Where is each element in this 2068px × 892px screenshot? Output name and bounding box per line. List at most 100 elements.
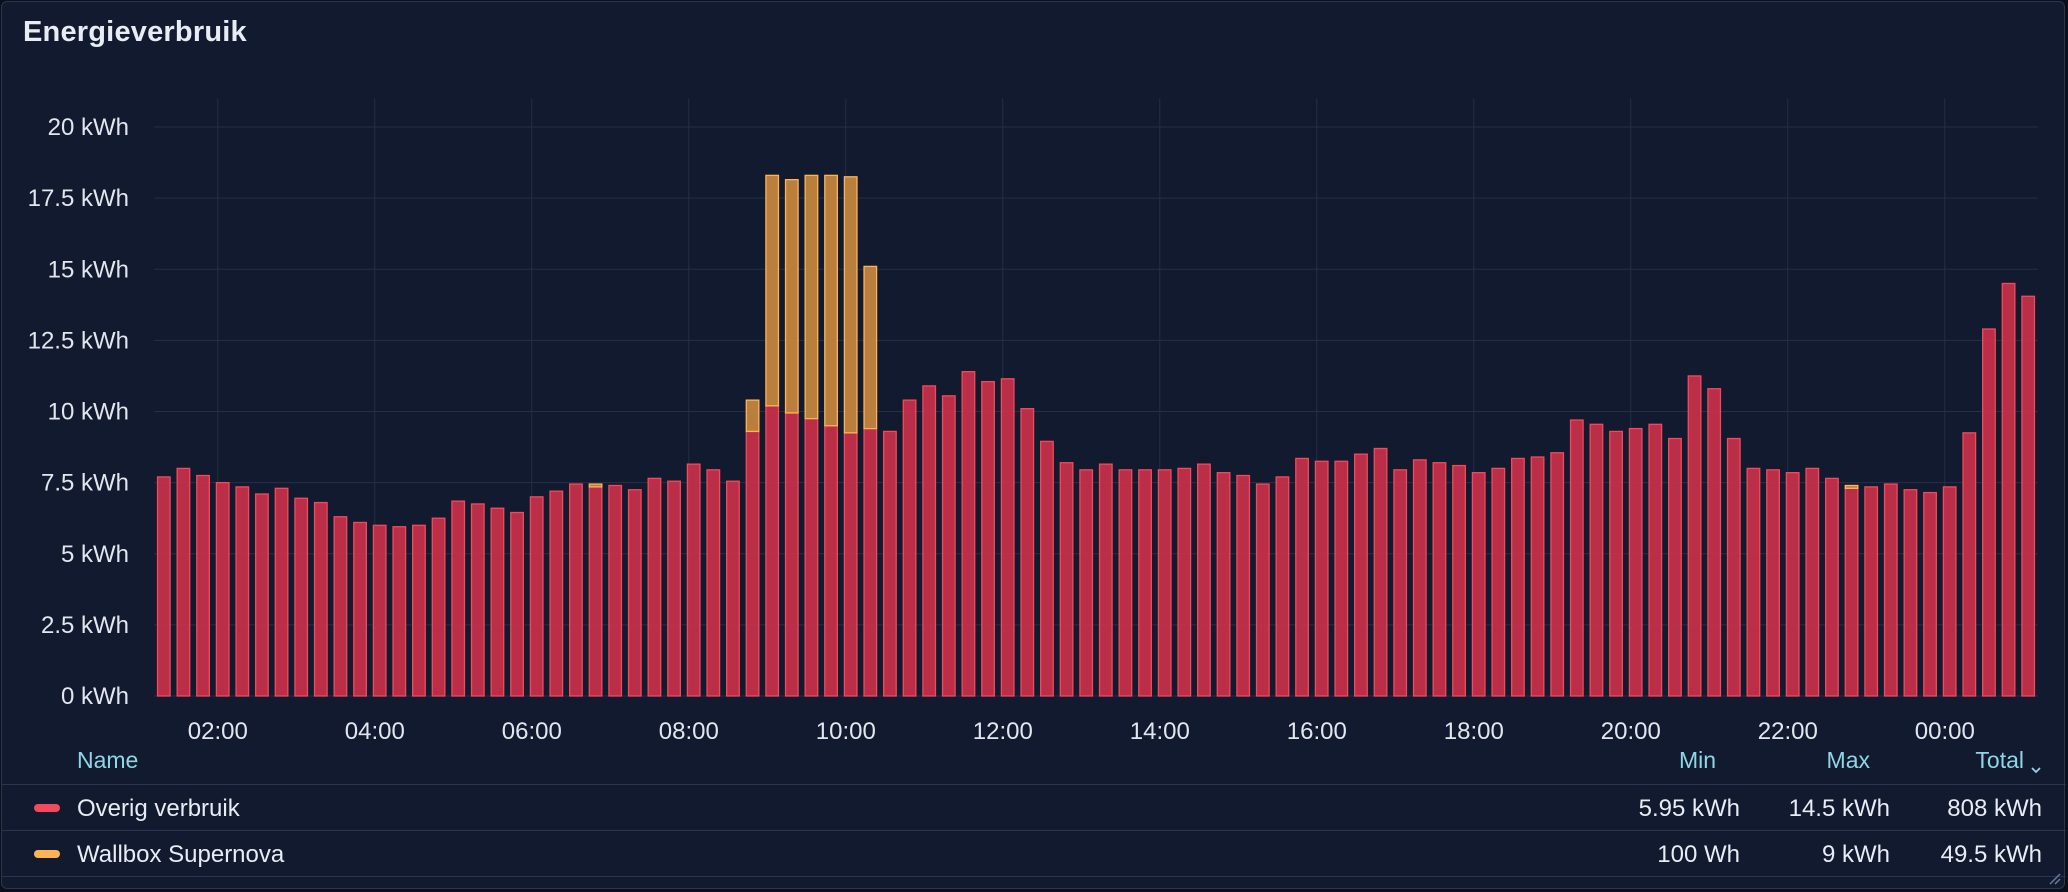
bar-overig-verbruik[interactable]: [1000, 378, 1015, 697]
bar-overig-verbruik[interactable]: [1275, 476, 1290, 697]
bar-overig-verbruik[interactable]: [1864, 486, 1879, 697]
bar-overig-verbruik[interactable]: [1766, 469, 1780, 697]
bar-overig-verbruik[interactable]: [313, 501, 328, 697]
bar-overig-verbruik[interactable]: [431, 517, 446, 697]
bar-overig-verbruik[interactable]: [1785, 472, 1800, 697]
bar-overig-verbruik[interactable]: [1177, 467, 1192, 697]
bar-overig-verbruik[interactable]: [2001, 282, 2016, 697]
bar-wallbox-supernova[interactable]: [745, 399, 760, 433]
bar-overig-verbruik[interactable]: [608, 484, 623, 697]
bar-overig-verbruik[interactable]: [1805, 467, 1820, 697]
bar-overig-verbruik[interactable]: [1040, 440, 1054, 697]
bar-overig-verbruik[interactable]: [235, 486, 250, 697]
bar-overig-verbruik[interactable]: [745, 430, 760, 697]
bar-overig-verbruik[interactable]: [1020, 408, 1035, 697]
bar-overig-verbruik[interactable]: [1197, 463, 1211, 697]
bar-overig-verbruik[interactable]: [1079, 469, 1094, 697]
bar-overig-verbruik[interactable]: [1942, 486, 1957, 697]
bar-overig-verbruik[interactable]: [1354, 453, 1368, 697]
bar-wallbox-supernova[interactable]: [863, 265, 878, 430]
chevron-down-icon[interactable]: [2030, 754, 2042, 781]
bar-overig-verbruik[interactable]: [294, 497, 309, 697]
bar-overig-verbruik[interactable]: [1511, 457, 1525, 697]
bar-overig-verbruik[interactable]: [1903, 489, 1918, 697]
bar-overig-verbruik[interactable]: [1726, 437, 1741, 697]
bar-overig-verbruik[interactable]: [1609, 430, 1623, 697]
bar-overig-verbruik[interactable]: [372, 524, 387, 697]
bar-overig-verbruik[interactable]: [569, 483, 583, 697]
bar-overig-verbruik[interactable]: [824, 425, 838, 697]
bar-overig-verbruik[interactable]: [1825, 477, 1839, 697]
bar-overig-verbruik[interactable]: [1648, 423, 1663, 697]
bar-overig-verbruik[interactable]: [1157, 469, 1172, 697]
legend-series-name[interactable]: Overig verbruik: [77, 795, 240, 822]
bar-overig-verbruik[interactable]: [686, 463, 701, 697]
bar-overig-verbruik[interactable]: [490, 507, 505, 697]
bar-overig-verbruik[interactable]: [1059, 462, 1074, 697]
bar-overig-verbruik[interactable]: [1452, 464, 1466, 697]
bar-overig-verbruik[interactable]: [1255, 483, 1270, 697]
energy-bar-chart[interactable]: 0 kWh 2.5 kWh 5 kWh 7.5 kWh 10 kWh 12.5 kWh 15…: [2, 2, 2066, 742]
bar-overig-verbruik[interactable]: [627, 489, 642, 697]
bar-overig-verbruik[interactable]: [1295, 457, 1309, 697]
bar-overig-verbruik[interactable]: [451, 500, 466, 697]
bar-overig-verbruik[interactable]: [1530, 456, 1545, 697]
bar-overig-verbruik[interactable]: [1334, 460, 1349, 697]
legend-row-overig[interactable]: Overig verbruik 5.95 kWh 14.5 kWh 808 kW…: [2, 784, 2066, 830]
bar-overig-verbruik[interactable]: [1314, 460, 1329, 697]
bar-overig-verbruik[interactable]: [1687, 375, 1702, 697]
bar-overig-verbruik[interactable]: [1746, 467, 1761, 697]
bar-overig-verbruik[interactable]: [255, 493, 269, 697]
bar-overig-verbruik[interactable]: [196, 474, 210, 697]
bar-overig-verbruik[interactable]: [274, 487, 289, 697]
resize-handle-icon[interactable]: [2047, 871, 2061, 885]
bar-wallbox-supernova[interactable]: [843, 176, 858, 434]
legend-row-wallbox[interactable]: Wallbox Supernova 100 Wh 9 kWh 49.5 kWh: [2, 830, 2066, 877]
bar-wallbox-supernova[interactable]: [804, 174, 819, 420]
bar-overig-verbruik[interactable]: [1923, 491, 1937, 697]
bar-overig-verbruik[interactable]: [1982, 328, 1996, 697]
bar-overig-verbruik[interactable]: [1569, 419, 1584, 697]
bar-overig-verbruik[interactable]: [1432, 462, 1447, 697]
bar-overig-verbruik[interactable]: [1962, 432, 1977, 697]
bar-overig-verbruik[interactable]: [784, 412, 799, 697]
bar-overig-verbruik[interactable]: [549, 490, 564, 697]
bar-overig-verbruik[interactable]: [529, 496, 544, 697]
bar-overig-verbruik[interactable]: [1550, 452, 1565, 697]
bar-overig-verbruik[interactable]: [726, 480, 740, 697]
bar-overig-verbruik[interactable]: [1628, 427, 1643, 697]
bar-overig-verbruik[interactable]: [765, 405, 780, 697]
bar-overig-verbruik[interactable]: [470, 503, 485, 697]
legend-header-min[interactable]: Min: [1678, 747, 1716, 773]
bar-overig-verbruik[interactable]: [1118, 469, 1133, 697]
bar-overig-verbruik[interactable]: [156, 476, 171, 697]
bar-overig-verbruik[interactable]: [1098, 463, 1113, 697]
bar-overig-verbruik[interactable]: [1883, 483, 1898, 697]
bar-overig-verbruik[interactable]: [804, 417, 819, 697]
bar-wallbox-supernova[interactable]: [824, 174, 838, 427]
legend-header-total[interactable]: Total: [1975, 747, 2024, 773]
bar-overig-verbruik[interactable]: [902, 399, 917, 697]
bar-wallbox-supernova[interactable]: [784, 178, 799, 414]
bar-overig-verbruik[interactable]: [863, 427, 878, 697]
bar-overig-verbruik[interactable]: [333, 516, 348, 697]
bar-overig-verbruik[interactable]: [412, 524, 426, 697]
bar-overig-verbruik[interactable]: [883, 430, 897, 697]
bar-overig-verbruik[interactable]: [588, 486, 603, 697]
bar-overig-verbruik[interactable]: [215, 481, 230, 697]
bar-overig-verbruik[interactable]: [392, 526, 407, 697]
bar-overig-verbruik[interactable]: [1491, 467, 1506, 697]
bar-overig-verbruik[interactable]: [2021, 295, 2036, 697]
bar-overig-verbruik[interactable]: [510, 511, 524, 697]
bar-overig-verbruik[interactable]: [981, 380, 995, 697]
chart-bars[interactable]: [156, 174, 2036, 697]
bar-overig-verbruik[interactable]: [1216, 472, 1231, 697]
bar-overig-verbruik[interactable]: [706, 469, 721, 697]
bar-overig-verbruik[interactable]: [1589, 423, 1604, 697]
bar-overig-verbruik[interactable]: [843, 432, 858, 697]
bar-overig-verbruik[interactable]: [1412, 459, 1427, 697]
bar-overig-verbruik[interactable]: [1393, 469, 1408, 697]
bar-overig-verbruik[interactable]: [1471, 472, 1486, 697]
bar-wallbox-supernova[interactable]: [588, 483, 603, 488]
bar-overig-verbruik[interactable]: [922, 385, 937, 697]
